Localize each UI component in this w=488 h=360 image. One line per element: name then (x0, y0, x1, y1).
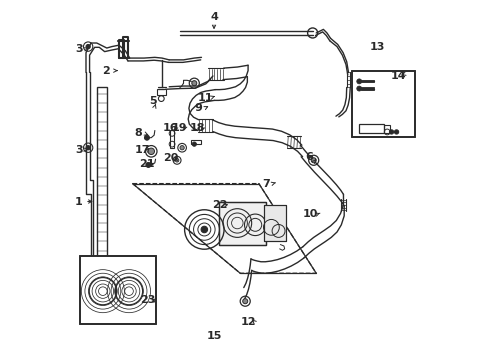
Bar (190, 140, 201, 144)
Circle shape (192, 142, 196, 146)
Text: 21: 21 (139, 159, 154, 169)
Circle shape (180, 145, 184, 150)
Bar (361, 87, 373, 90)
Circle shape (86, 44, 90, 49)
Text: 5: 5 (149, 96, 157, 106)
Circle shape (145, 162, 151, 167)
Text: 3: 3 (75, 44, 82, 54)
Text: 19: 19 (172, 123, 187, 133)
Text: 7: 7 (262, 179, 269, 189)
Text: 15: 15 (206, 331, 221, 341)
Circle shape (191, 81, 196, 86)
Text: 22: 22 (211, 200, 227, 210)
Text: 8: 8 (135, 129, 142, 138)
Bar (80, 256, 155, 324)
Text: 23: 23 (140, 295, 155, 305)
Bar (219, 202, 265, 244)
Circle shape (242, 299, 247, 304)
Circle shape (148, 148, 154, 154)
Text: 6: 6 (305, 152, 312, 162)
Circle shape (356, 86, 361, 91)
Circle shape (175, 158, 179, 162)
Bar (264, 205, 285, 241)
Bar (358, 124, 383, 133)
Text: 10: 10 (303, 209, 318, 219)
Text: 9: 9 (194, 103, 202, 113)
Text: 17: 17 (134, 144, 150, 154)
Text: 4: 4 (210, 12, 218, 22)
Text: 11: 11 (197, 93, 212, 103)
Text: 20: 20 (163, 153, 178, 163)
Text: 14: 14 (390, 71, 406, 81)
Bar (169, 130, 174, 148)
Circle shape (310, 158, 316, 163)
Bar (264, 205, 285, 241)
Bar (383, 126, 389, 134)
Text: 3: 3 (75, 144, 82, 154)
Circle shape (388, 130, 393, 134)
Circle shape (394, 130, 398, 134)
Text: 13: 13 (369, 42, 384, 52)
Text: 12: 12 (240, 317, 255, 327)
Circle shape (201, 226, 207, 233)
Circle shape (144, 135, 149, 140)
Bar (80, 256, 155, 324)
Circle shape (86, 145, 90, 150)
Text: 1: 1 (75, 197, 82, 207)
Bar (97, 87, 106, 295)
Bar (351, 71, 414, 137)
Text: 16: 16 (163, 123, 179, 133)
Bar (361, 80, 373, 82)
Circle shape (356, 79, 361, 84)
Text: 2: 2 (102, 66, 110, 76)
Bar (351, 71, 414, 137)
Bar (157, 89, 165, 95)
Text: 18: 18 (190, 123, 205, 133)
Bar (219, 202, 265, 244)
